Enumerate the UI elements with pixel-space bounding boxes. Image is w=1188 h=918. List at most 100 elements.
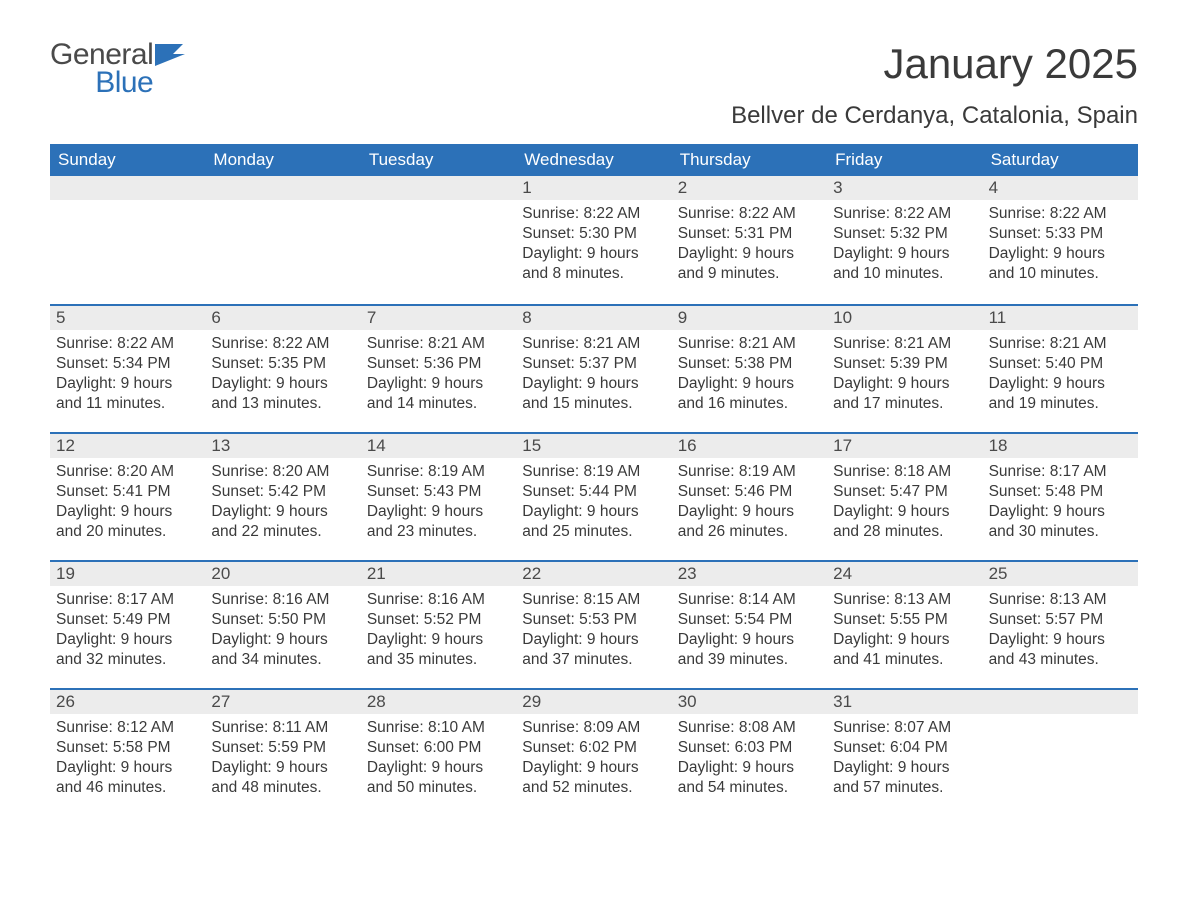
day-header: Sunday xyxy=(50,144,205,176)
month-title: January 2025 xyxy=(883,40,1138,88)
day-cell: 22Sunrise: 8:15 AMSunset: 5:53 PMDayligh… xyxy=(516,560,671,688)
sunrise-line: Sunrise: 8:21 AM xyxy=(989,334,1132,354)
day-cell: 29Sunrise: 8:09 AMSunset: 6:02 PMDayligh… xyxy=(516,688,671,816)
sunset-line: Sunset: 5:49 PM xyxy=(56,610,199,630)
sunset-line: Sunset: 5:46 PM xyxy=(678,482,821,502)
day-cell: 11Sunrise: 8:21 AMSunset: 5:40 PMDayligh… xyxy=(983,304,1138,432)
calendar-grid: SundayMondayTuesdayWednesdayThursdayFrid… xyxy=(50,144,1138,816)
dl2-line: and 9 minutes. xyxy=(678,264,821,284)
sunset-line: Sunset: 5:37 PM xyxy=(522,354,665,374)
day-content: Sunrise: 8:12 AMSunset: 5:58 PMDaylight:… xyxy=(50,714,205,811)
sunrise-line: Sunrise: 8:21 AM xyxy=(367,334,510,354)
sunrise-line: Sunrise: 8:17 AM xyxy=(989,462,1132,482)
sunset-line: Sunset: 5:41 PM xyxy=(56,482,199,502)
day-content: Sunrise: 8:17 AMSunset: 5:48 PMDaylight:… xyxy=(983,458,1138,555)
sunrise-line: Sunrise: 8:21 AM xyxy=(678,334,821,354)
dl1-line: Daylight: 9 hours xyxy=(678,244,821,264)
day-cell: 28Sunrise: 8:10 AMSunset: 6:00 PMDayligh… xyxy=(361,688,516,816)
dl1-line: Daylight: 9 hours xyxy=(211,374,354,394)
dl1-line: Daylight: 9 hours xyxy=(833,630,976,650)
dl1-line: Daylight: 9 hours xyxy=(211,630,354,650)
sunset-line: Sunset: 5:55 PM xyxy=(833,610,976,630)
sunrise-line: Sunrise: 8:20 AM xyxy=(211,462,354,482)
day-content: Sunrise: 8:21 AMSunset: 5:40 PMDaylight:… xyxy=(983,330,1138,427)
day-content: Sunrise: 8:21 AMSunset: 5:39 PMDaylight:… xyxy=(827,330,982,427)
date-number: 19 xyxy=(50,560,205,586)
date-number: 14 xyxy=(361,432,516,458)
date-number: 9 xyxy=(672,304,827,330)
dl1-line: Daylight: 9 hours xyxy=(211,758,354,778)
logo-line2: Blue xyxy=(50,68,153,98)
date-number: 8 xyxy=(516,304,671,330)
day-header: Tuesday xyxy=(361,144,516,176)
date-number: 10 xyxy=(827,304,982,330)
dl2-line: and 15 minutes. xyxy=(522,394,665,414)
day-content: Sunrise: 8:22 AMSunset: 5:34 PMDaylight:… xyxy=(50,330,205,427)
sunset-line: Sunset: 5:59 PM xyxy=(211,738,354,758)
dl1-line: Daylight: 9 hours xyxy=(522,630,665,650)
sunrise-line: Sunrise: 8:22 AM xyxy=(211,334,354,354)
date-number xyxy=(361,176,516,200)
sunset-line: Sunset: 5:52 PM xyxy=(367,610,510,630)
dl2-line: and 10 minutes. xyxy=(989,264,1132,284)
day-cell: 10Sunrise: 8:21 AMSunset: 5:39 PMDayligh… xyxy=(827,304,982,432)
sunset-line: Sunset: 5:43 PM xyxy=(367,482,510,502)
dl2-line: and 41 minutes. xyxy=(833,650,976,670)
dl1-line: Daylight: 9 hours xyxy=(522,374,665,394)
dl2-line: and 13 minutes. xyxy=(211,394,354,414)
sunrise-line: Sunrise: 8:14 AM xyxy=(678,590,821,610)
day-header: Monday xyxy=(205,144,360,176)
sunset-line: Sunset: 5:47 PM xyxy=(833,482,976,502)
sunset-line: Sunset: 5:53 PM xyxy=(522,610,665,630)
sunrise-line: Sunrise: 8:07 AM xyxy=(833,718,976,738)
sunrise-line: Sunrise: 8:10 AM xyxy=(367,718,510,738)
dl2-line: and 28 minutes. xyxy=(833,522,976,542)
day-cell: 19Sunrise: 8:17 AMSunset: 5:49 PMDayligh… xyxy=(50,560,205,688)
sunrise-line: Sunrise: 8:19 AM xyxy=(522,462,665,482)
date-number: 5 xyxy=(50,304,205,330)
day-content: Sunrise: 8:19 AMSunset: 5:44 PMDaylight:… xyxy=(516,458,671,555)
dl1-line: Daylight: 9 hours xyxy=(522,502,665,522)
sunrise-line: Sunrise: 8:17 AM xyxy=(56,590,199,610)
day-cell: 13Sunrise: 8:20 AMSunset: 5:42 PMDayligh… xyxy=(205,432,360,560)
day-content: Sunrise: 8:10 AMSunset: 6:00 PMDaylight:… xyxy=(361,714,516,811)
day-content: Sunrise: 8:16 AMSunset: 5:50 PMDaylight:… xyxy=(205,586,360,683)
day-cell: 31Sunrise: 8:07 AMSunset: 6:04 PMDayligh… xyxy=(827,688,982,816)
sunset-line: Sunset: 5:31 PM xyxy=(678,224,821,244)
day-cell: 9Sunrise: 8:21 AMSunset: 5:38 PMDaylight… xyxy=(672,304,827,432)
dl1-line: Daylight: 9 hours xyxy=(367,630,510,650)
date-number: 26 xyxy=(50,688,205,714)
day-cell: 27Sunrise: 8:11 AMSunset: 5:59 PMDayligh… xyxy=(205,688,360,816)
sunrise-line: Sunrise: 8:22 AM xyxy=(56,334,199,354)
day-cell: 23Sunrise: 8:14 AMSunset: 5:54 PMDayligh… xyxy=(672,560,827,688)
day-cell: 21Sunrise: 8:16 AMSunset: 5:52 PMDayligh… xyxy=(361,560,516,688)
sunset-line: Sunset: 6:03 PM xyxy=(678,738,821,758)
day-cell: 4Sunrise: 8:22 AMSunset: 5:33 PMDaylight… xyxy=(983,176,1138,304)
date-number: 15 xyxy=(516,432,671,458)
sunset-line: Sunset: 5:35 PM xyxy=(211,354,354,374)
sunrise-line: Sunrise: 8:16 AM xyxy=(211,590,354,610)
dl2-line: and 11 minutes. xyxy=(56,394,199,414)
sunrise-line: Sunrise: 8:08 AM xyxy=(678,718,821,738)
day-cell: 17Sunrise: 8:18 AMSunset: 5:47 PMDayligh… xyxy=(827,432,982,560)
dl1-line: Daylight: 9 hours xyxy=(833,758,976,778)
day-content: Sunrise: 8:19 AMSunset: 5:43 PMDaylight:… xyxy=(361,458,516,555)
sunrise-line: Sunrise: 8:16 AM xyxy=(367,590,510,610)
day-content: Sunrise: 8:22 AMSunset: 5:30 PMDaylight:… xyxy=(516,200,671,297)
day-content: Sunrise: 8:09 AMSunset: 6:02 PMDaylight:… xyxy=(516,714,671,811)
day-cell: 18Sunrise: 8:17 AMSunset: 5:48 PMDayligh… xyxy=(983,432,1138,560)
day-cell: 2Sunrise: 8:22 AMSunset: 5:31 PMDaylight… xyxy=(672,176,827,304)
dl2-line: and 32 minutes. xyxy=(56,650,199,670)
date-number: 12 xyxy=(50,432,205,458)
day-cell: 1Sunrise: 8:22 AMSunset: 5:30 PMDaylight… xyxy=(516,176,671,304)
day-cell: 24Sunrise: 8:13 AMSunset: 5:55 PMDayligh… xyxy=(827,560,982,688)
date-number: 31 xyxy=(827,688,982,714)
day-content: Sunrise: 8:17 AMSunset: 5:49 PMDaylight:… xyxy=(50,586,205,683)
sunrise-line: Sunrise: 8:18 AM xyxy=(833,462,976,482)
dl2-line: and 46 minutes. xyxy=(56,778,199,798)
dl2-line: and 22 minutes. xyxy=(211,522,354,542)
dl1-line: Daylight: 9 hours xyxy=(522,758,665,778)
date-number xyxy=(50,176,205,200)
day-cell: 30Sunrise: 8:08 AMSunset: 6:03 PMDayligh… xyxy=(672,688,827,816)
sunrise-line: Sunrise: 8:11 AM xyxy=(211,718,354,738)
